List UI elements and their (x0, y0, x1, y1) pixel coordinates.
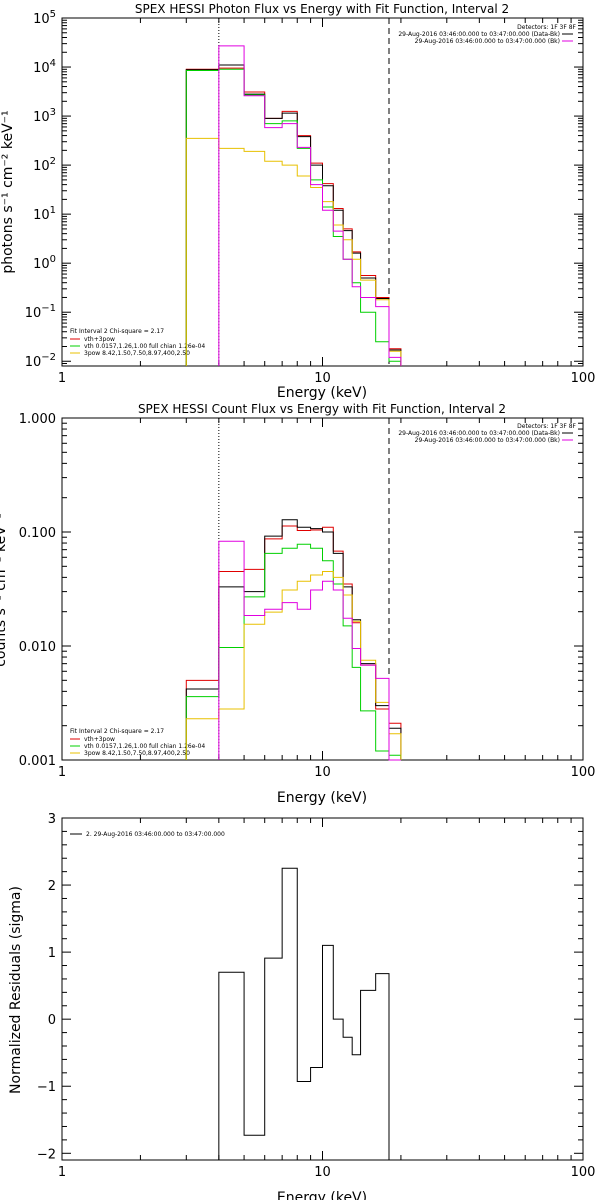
panel1-legend-item-2: 3pow 8.42,1.50,7.50,8.97,400,2.50 (84, 350, 190, 357)
panel1-ylabel: photons s⁻¹ cm⁻² keV⁻¹ (0, 110, 16, 273)
panel3-x-tick-label: 100 (571, 1165, 596, 1180)
panel1-y-tick-base: 10 (33, 257, 50, 272)
panel1-legend-title: Fit Interval 2 Chi-square = 2.17 (70, 328, 164, 335)
panel3-y-tick-label: −2 (37, 1147, 56, 1162)
panel1-y-tick-base: 10 (33, 61, 50, 76)
residuals-panel: Energy (keV) Normalized Residuals (sigma… (8, 817, 584, 1200)
panel1-detectors: Detectors: 1F 3F 8F (517, 24, 576, 31)
panel1-y-tick-base: 10 (33, 12, 50, 27)
panel1-legend-item-1: vth 0.0157,1.26,1.00 full chian 1.26e-04 (84, 343, 205, 350)
panel3-y-tick-label: 0 (48, 1013, 56, 1028)
panel1-y-tick-exponent: −2 (41, 352, 56, 363)
panel1-legend-item-0: vth+3pow (84, 336, 115, 343)
panel2-x-tick-label: 10 (314, 765, 331, 780)
panel1-y-tick-label: 105 (33, 9, 56, 27)
panel3-series-black (218, 867, 390, 1160)
panel1-y-tick-base: 10 (33, 110, 50, 125)
panel3-legend-item-0: 2. 29-Aug-2016 03:46:00.000 to 03:47:00.… (86, 831, 225, 838)
panel3-xlabel: Energy (keV) (277, 1190, 367, 1200)
panel2-detectors: Detectors: 1F 3F 8F (517, 423, 576, 430)
panel2-ylabel: counts s⁻¹ cm⁻² keV⁻¹ (0, 513, 9, 667)
panel2-y-tick-label: 0.010 (19, 640, 56, 655)
panel3-y-tick-label: 3 (48, 812, 56, 827)
panel1-y-tick-label: 100 (33, 254, 56, 272)
panel1-y-tick-exponent: 1 (50, 205, 56, 216)
panel1-y-tick-exponent: 2 (50, 156, 56, 167)
panel1-y-tick-base: 10 (33, 208, 50, 223)
panel2-plot-layer: 1 10 100 0.001 0.010 0.100 1.000 (19, 412, 596, 780)
panel1-header-line2: 29-Aug-2016 03:46:00.000 to 03:47:00.000… (415, 38, 560, 45)
panel1-y-tick-exponent: 3 (50, 107, 56, 118)
panel1-y-tick-exponent: 0 (50, 254, 56, 265)
panel1-y-tick-label: 103 (33, 107, 56, 125)
panel2-legend-title: Fit Interval 2 Chi-square = 2.17 (70, 728, 164, 735)
panel1-title: SPEX HESSI Photon Flux vs Energy with Fi… (135, 2, 509, 16)
panel2-legend-item-2: 3pow 8.42,1.50,7.50,8.97,400,2.50 (84, 750, 190, 757)
panel2-header-line1: 29-Aug-2016 03:46:00.000 to 03:47:00.000… (398, 430, 560, 437)
panel2-x-tick-label: 1 (58, 765, 66, 780)
panel2-y-tick-label: 1.000 (19, 412, 56, 427)
panel1-y-tick-label: 101 (33, 205, 56, 223)
panel3-x-tick-label: 1 (58, 1165, 66, 1180)
panel1-y-tick-exponent: 5 (50, 9, 56, 20)
panel1-series-magenta (218, 45, 402, 366)
panel1-y-tick-label: 10−1 (25, 303, 56, 321)
panel1-header-line1: 29-Aug-2016 03:46:00.000 to 03:47:00.000… (398, 31, 560, 38)
panel1-y-tick-exponent: −1 (41, 303, 56, 314)
panel3-plot-layer: 1 10 100 −2 −1 0 1 2 3 (37, 812, 596, 1180)
panel2-legend-item-1: vth 0.0157,1.26,1.00 full chian 1.26e-04 (84, 743, 205, 750)
panel3-ylabel: Normalized Residuals (sigma) (8, 886, 24, 1094)
panel1-x-tick-label: 10 (314, 371, 331, 386)
count-flux-panel: SPEX HESSI Count Flux vs Energy with Fit… (0, 402, 584, 806)
panel2-series-magenta (218, 540, 401, 761)
panel1-y-tick-base: 10 (25, 306, 42, 321)
panel3-y-tick-label: −1 (37, 1080, 56, 1095)
panel1-x-tick-label: 100 (571, 371, 596, 386)
panel1-y-tick-base: 10 (25, 355, 42, 370)
panel2-header-line2: 29-Aug-2016 03:46:00.000 to 03:47:00.000… (415, 437, 560, 444)
panel1-y-tick-label: 10−2 (25, 352, 56, 370)
panel2-legend-item-0: vth+3pow (84, 736, 115, 743)
panel2-y-tick-label: 0.001 (19, 754, 56, 769)
panel2-y-tick-label: 0.100 (19, 526, 56, 541)
photon-flux-panel: SPEX HESSI Photon Flux vs Energy with Fi… (0, 2, 584, 401)
panel1-y-tick-base: 10 (33, 159, 50, 174)
panel2-xlabel: Energy (keV) (277, 790, 367, 806)
panel2-x-tick-label: 100 (571, 765, 596, 780)
panel1-xlabel: Energy (keV) (277, 385, 367, 401)
panel1-y-tick-label: 102 (33, 156, 56, 174)
panel2-title: SPEX HESSI Count Flux vs Energy with Fit… (138, 402, 506, 416)
panel1-y-tick-exponent: 4 (50, 58, 56, 69)
panel1-x-tick-label: 1 (58, 371, 66, 386)
panel1-y-tick-label: 104 (33, 58, 56, 76)
panel3-x-tick-label: 10 (314, 1165, 331, 1180)
panel3-y-tick-label: 1 (48, 946, 56, 961)
panel3-y-tick-label: 2 (48, 879, 56, 894)
